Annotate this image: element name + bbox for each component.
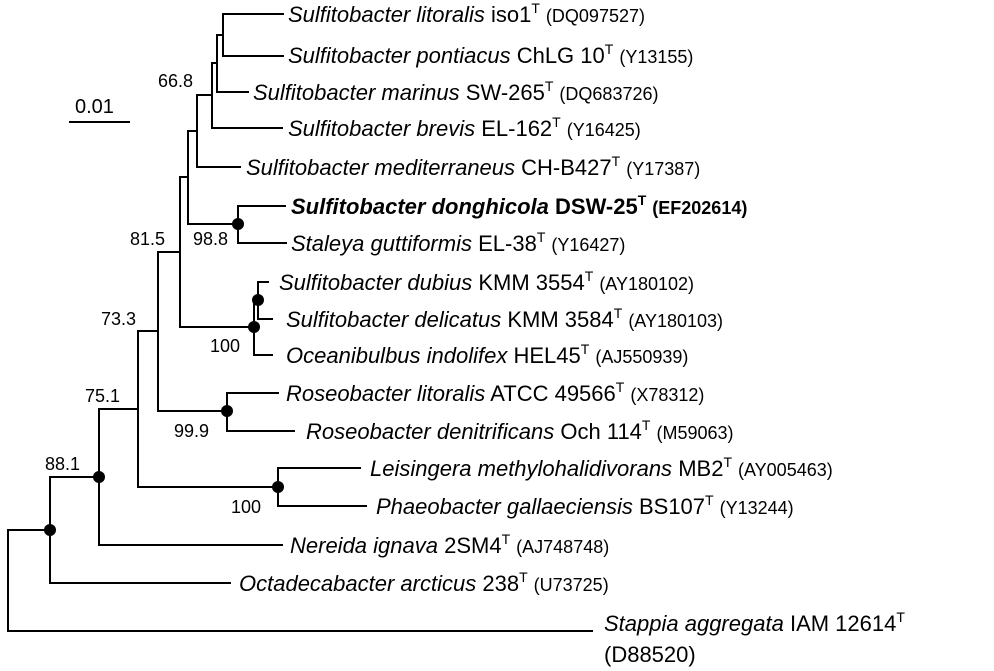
taxon-accession: (D88520) — [604, 642, 696, 667]
node-marker — [221, 405, 233, 417]
taxon-label-highlighted: Sulfitobacter donghicola DSW-25T (EF20261… — [291, 192, 747, 219]
taxon-label: Staleya guttiformis EL-38T (Y16427) — [291, 229, 625, 256]
bootstrap-value: 100 — [231, 497, 261, 517]
taxon-label: Sulfitobacter delicatus KMM 3584T (AY1801… — [286, 305, 723, 332]
taxon-label: Leisingera methylohalidivorans MB2T (AY00… — [370, 454, 833, 481]
bootstrap-values: 66.8 81.5 98.8 73.3 100 75.1 99.9 88.1 1… — [45, 71, 261, 517]
tree-branches — [7, 13, 593, 632]
bootstrap-value: 100 — [210, 336, 240, 356]
taxon-label: Sulfitobacter mediterraneus CH-B427T (Y17… — [246, 153, 700, 180]
taxon-label: Sulfitobacter brevis EL-162T (Y16425) — [288, 114, 641, 141]
bootstrap-value: 81.5 — [130, 229, 165, 249]
taxon-label: Sulfitobacter litoralis iso1T (DQ097527) — [288, 0, 645, 27]
scale-bar: 0.01 — [69, 96, 130, 123]
bootstrap-value: 88.1 — [45, 454, 80, 474]
taxon-label: Oceanibulbus indolifex HEL45T (AJ550939) — [286, 341, 688, 368]
node-marker — [248, 321, 260, 333]
taxon-label: Phaeobacter gallaeciensis BS107T (Y13244) — [376, 492, 794, 519]
taxon-label: Octadecabacter arcticus 238T (U73725) — [239, 569, 609, 596]
taxon-label: Sulfitobacter marinus SW-265T (DQ683726) — [253, 78, 658, 105]
taxon-labels: Sulfitobacter litoralis iso1T (DQ097527) … — [239, 0, 905, 667]
node-marker — [272, 481, 284, 493]
taxon-label: Sulfitobacter dubius KMM 3554T (AY180102) — [279, 268, 694, 295]
node-markers — [44, 218, 284, 536]
taxon-label: Nereida ignava 2SM4T (AJ748748) — [290, 531, 609, 558]
node-marker — [252, 294, 264, 306]
scale-bar-label: 0.01 — [75, 96, 114, 118]
taxon-label: Stappia aggregata IAM 12614T — [604, 609, 905, 636]
node-marker — [44, 524, 56, 536]
taxon-label: Roseobacter denitrificans Och 114T (M5906… — [306, 417, 734, 444]
node-marker — [93, 471, 105, 483]
bootstrap-value: 99.9 — [174, 421, 209, 441]
taxon-label: Sulfitobacter pontiacus ChLG 10T (Y13155) — [288, 41, 693, 68]
bootstrap-value: 73.3 — [101, 309, 136, 329]
bootstrap-value: 66.8 — [158, 71, 193, 91]
bootstrap-value: 75.1 — [85, 386, 120, 406]
bootstrap-value: 98.8 — [193, 229, 228, 249]
taxon-label: Roseobacter litoralis ATCC 49566T (X78312… — [286, 379, 704, 406]
node-marker — [232, 218, 244, 230]
